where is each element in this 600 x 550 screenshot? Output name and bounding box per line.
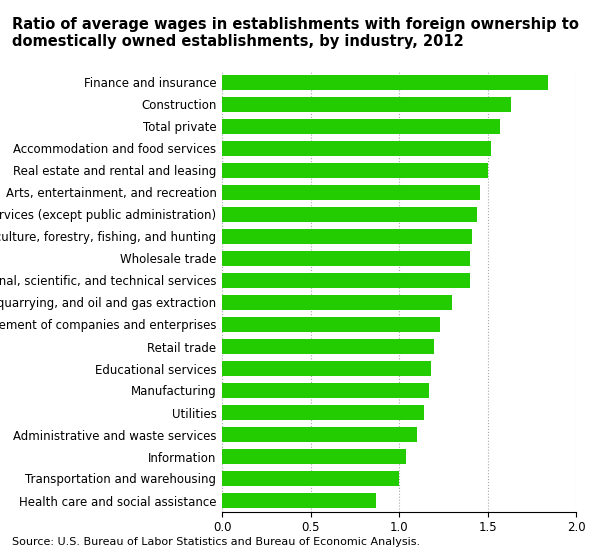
Bar <box>222 339 434 354</box>
Bar <box>222 427 417 442</box>
Bar <box>222 119 500 134</box>
Bar <box>222 207 477 222</box>
Bar <box>222 163 487 178</box>
Bar <box>222 229 472 244</box>
Bar <box>222 273 470 288</box>
Bar <box>222 185 481 200</box>
Bar <box>222 317 440 332</box>
Bar <box>222 449 406 464</box>
Bar <box>222 471 399 486</box>
Text: Ratio of average wages in establishments with foreign ownership to
domestically : Ratio of average wages in establishments… <box>12 16 579 49</box>
Text: Source: U.S. Bureau of Labor Statistics and Bureau of Economic Analysis.: Source: U.S. Bureau of Labor Statistics … <box>12 537 420 547</box>
Bar <box>222 383 429 398</box>
Bar <box>222 405 424 420</box>
Bar <box>222 251 470 266</box>
Bar <box>222 361 431 376</box>
Bar <box>222 493 376 508</box>
Bar <box>222 75 548 90</box>
Bar <box>222 295 452 310</box>
Bar <box>222 97 511 112</box>
Bar <box>222 141 491 156</box>
